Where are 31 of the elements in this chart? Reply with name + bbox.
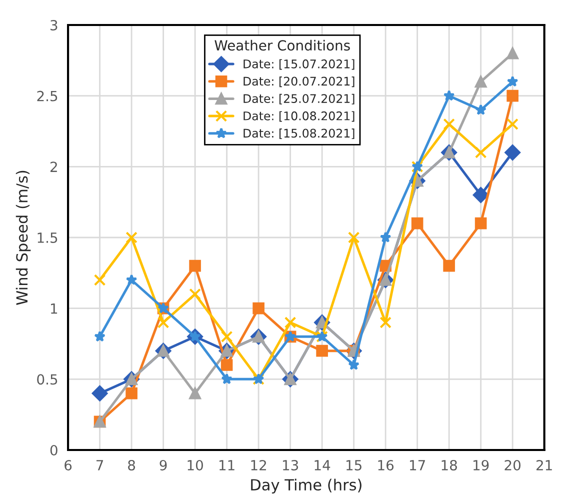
y-axis-title: Wind Speed (m/s): [16, 170, 31, 305]
x-tick-label: 10: [188, 460, 203, 470]
legend-title: Weather Conditions: [214, 40, 350, 51]
y-tick-label: 1: [51, 303, 58, 314]
x-tick-label: 20: [504, 460, 520, 470]
x-tick-label: 6: [64, 460, 72, 470]
x-tick-label: 14: [314, 460, 330, 470]
legend-label: Date: [10.08.2021]: [244, 111, 354, 122]
y-tick-label: 0.5: [37, 374, 58, 385]
x-tick-label: 12: [251, 460, 266, 470]
y-tick-label: 3: [50, 20, 58, 30]
x-tick-label: 7: [96, 460, 104, 470]
x-tick-label: 18: [442, 460, 457, 470]
x-tick-label: 15: [346, 460, 362, 470]
y-tick-label: 2: [50, 162, 57, 172]
legend-label: Date: [15.07.2021]: [244, 59, 354, 70]
y-tick-label: 1.5: [38, 232, 58, 243]
x-tick-label: 13: [282, 460, 298, 470]
legend-label: Date: [15.08.2021]: [244, 128, 354, 140]
x-tick-label: 11: [219, 460, 234, 470]
y-tick-label: 2.5: [37, 90, 58, 102]
x-tick-label: 17: [410, 460, 425, 470]
y-tick-label: 0: [50, 444, 58, 456]
x-tick-label: 9: [160, 460, 167, 470]
legend-label: Date: [20.07.2021]: [244, 76, 354, 88]
x-tick-label: 8: [128, 460, 136, 470]
x-axis-title: Day Time (hrs): [251, 478, 362, 494]
x-tick-label: 16: [378, 460, 394, 470]
x-tick-label: 21: [536, 460, 552, 470]
legend-label: Date: [25.07.2021]: [244, 94, 354, 104]
x-tick-label: 19: [474, 460, 489, 470]
